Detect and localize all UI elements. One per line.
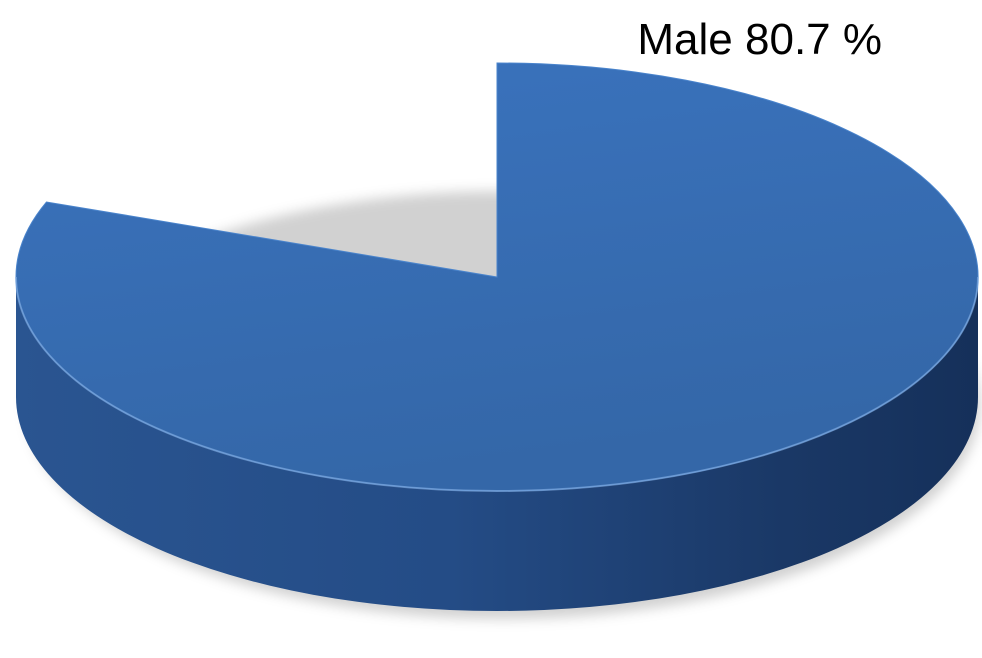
slice-label-male: Male 80.7 % bbox=[0, 8, 982, 72]
slice-label-male-name: Male bbox=[637, 15, 732, 64]
pie-slice-male bbox=[16, 63, 978, 491]
slice-label-male-value: 80.7 % bbox=[745, 15, 882, 64]
